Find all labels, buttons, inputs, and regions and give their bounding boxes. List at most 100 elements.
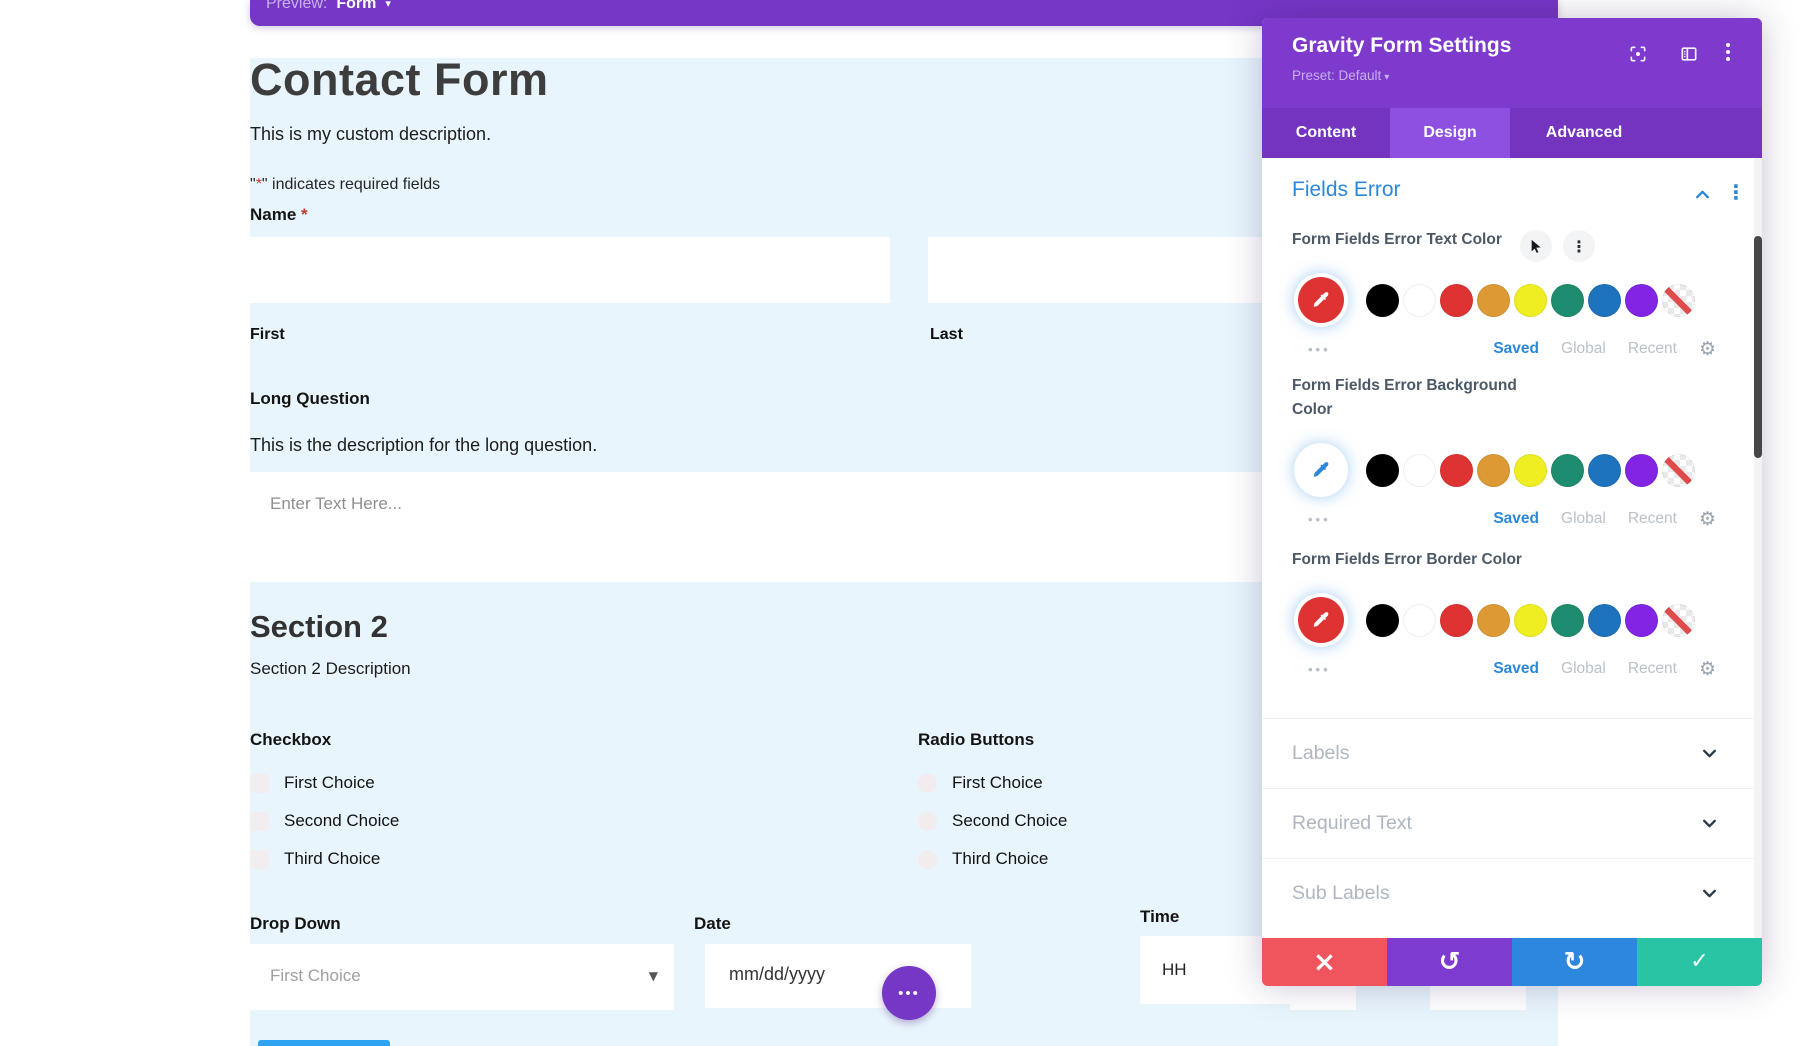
palette-swatch-dd9933[interactable]: [1477, 453, 1510, 487]
redo-button[interactable]: ↻: [1512, 938, 1637, 986]
palette-swatch-eeee22[interactable]: [1514, 283, 1547, 317]
gear-icon[interactable]: ⚙: [1698, 338, 1716, 360]
setting-label: Form Fields Error Border Color: [1292, 551, 1522, 568]
saved-colors-link[interactable]: Saved: [1493, 340, 1540, 357]
radio-input[interactable]: [918, 849, 937, 869]
color-picker-button[interactable]: [1298, 277, 1344, 323]
section-toggle-sub-labels[interactable]: Sub Labels: [1262, 858, 1762, 928]
recent-colors-link[interactable]: Recent: [1627, 510, 1677, 527]
palette-swatch-dd3333[interactable]: [1440, 453, 1473, 487]
error-background-color-group: Form Fields Error Background Color ••• S…: [1292, 374, 1732, 530]
gear-icon[interactable]: ⚙: [1698, 658, 1716, 680]
chevron-down-icon: ▼: [648, 969, 658, 983]
first-sublabel: First: [250, 326, 285, 343]
more-colors-button[interactable]: •••: [1308, 511, 1331, 527]
more-colors-button[interactable]: •••: [1308, 661, 1331, 677]
error-border-color-group: Form Fields Error Border Color ••• Saved…: [1292, 548, 1732, 680]
save-button[interactable]: ✓: [1637, 938, 1762, 986]
palette-swatch-ffffff[interactable]: [1403, 603, 1436, 637]
palette-swatch-dd3333[interactable]: [1440, 603, 1473, 637]
discard-button[interactable]: ×: [1262, 938, 1387, 986]
section-toggle-required-text[interactable]: Required Text: [1262, 788, 1762, 858]
preset-selector[interactable]: Preset: Default ▾: [1292, 68, 1390, 83]
palette-swatch-ffffff[interactable]: [1403, 453, 1436, 487]
kebab-menu-icon[interactable]: ⋮: [1726, 180, 1746, 204]
palette-swatch-1e73be[interactable]: [1588, 603, 1621, 637]
global-colors-link[interactable]: Global: [1561, 660, 1606, 677]
color-palette: [1366, 283, 1695, 317]
saved-colors-link[interactable]: Saved: [1493, 510, 1540, 527]
module-actions-button[interactable]: •••: [882, 966, 936, 1020]
palette-swatch-dd9933[interactable]: [1477, 283, 1510, 317]
kebab-menu-icon[interactable]: [1722, 43, 1734, 63]
radio-input[interactable]: [918, 773, 937, 793]
radio-options: First Choice Second Choice Third Choice: [918, 764, 1278, 878]
preview-mode-select[interactable]: Form: [336, 0, 377, 12]
color-picker-button[interactable]: [1298, 597, 1344, 643]
palette-swatch-ffffff[interactable]: [1403, 283, 1436, 317]
panel-layout-icon[interactable]: [1679, 44, 1699, 64]
fields-error-section-title[interactable]: Fields Error: [1292, 178, 1401, 201]
chevron-up-icon[interactable]: [1694, 186, 1711, 203]
radio-input[interactable]: [918, 811, 937, 831]
tab-advanced[interactable]: Advanced: [1545, 124, 1623, 141]
panel-header: Gravity Form Settings Preset: Default ▾: [1262, 18, 1762, 108]
palette-swatch-000000[interactable]: [1366, 603, 1399, 637]
first-name-input[interactable]: [250, 237, 890, 303]
form-title: Contact Form: [250, 54, 549, 105]
section-toggle-labels[interactable]: Labels: [1262, 718, 1762, 788]
palette-swatch-1e8c6e[interactable]: [1551, 283, 1584, 317]
panel-body: Fields Error ⋮ Form Fields Error Text Co…: [1262, 158, 1762, 938]
color-swatch-row: [1292, 592, 1732, 648]
form-description: This is my custom description.: [250, 124, 492, 144]
palette-swatch-transparent[interactable]: [1662, 283, 1695, 317]
scrollbar-thumb[interactable]: [1754, 236, 1762, 458]
palette-swatch-1e73be[interactable]: [1588, 283, 1621, 317]
checkbox-input[interactable]: [250, 811, 269, 831]
global-colors-link[interactable]: Global: [1561, 510, 1606, 527]
chevron-down-icon[interactable]: ▾: [385, 0, 391, 10]
recent-colors-link[interactable]: Recent: [1627, 340, 1677, 357]
palette-swatch-8224e3[interactable]: [1625, 283, 1658, 317]
undo-button[interactable]: ↺: [1387, 938, 1512, 986]
kebab-menu-icon[interactable]: ⋮: [1563, 230, 1595, 262]
radio-field-label: Radio Buttons: [918, 730, 1035, 749]
palette-swatch-8224e3[interactable]: [1625, 603, 1658, 637]
gear-icon[interactable]: ⚙: [1698, 508, 1716, 530]
palette-swatch-eeee22[interactable]: [1514, 603, 1547, 637]
focus-mode-icon[interactable]: [1628, 44, 1648, 64]
redo-icon: ↻: [1563, 947, 1586, 977]
checkbox-input[interactable]: [250, 849, 269, 869]
error-text-color-group: Form Fields Error Text Color ⋮ ••• Saved…: [1292, 228, 1732, 360]
checkbox-input[interactable]: [250, 773, 269, 793]
chevron-down-icon: [1701, 745, 1718, 762]
color-palette: [1366, 603, 1695, 637]
preview-label: Preview:: [266, 0, 328, 12]
palette-swatch-dd3333[interactable]: [1440, 283, 1473, 317]
palette-swatch-dd9933[interactable]: [1477, 603, 1510, 637]
dropdown-select[interactable]: First Choice ▼: [250, 944, 674, 1010]
tab-design[interactable]: Design: [1390, 108, 1510, 158]
palette-swatch-1e8c6e[interactable]: [1551, 453, 1584, 487]
palette-swatch-eeee22[interactable]: [1514, 453, 1547, 487]
scrollbar-track[interactable]: [1754, 158, 1762, 938]
recent-colors-link[interactable]: Recent: [1627, 660, 1677, 677]
palette-swatch-transparent[interactable]: [1662, 453, 1695, 487]
setting-label: Form Fields Error Background Color: [1292, 377, 1517, 418]
palette-swatch-000000[interactable]: [1366, 453, 1399, 487]
color-picker-button[interactable]: [1298, 447, 1344, 493]
palette-swatch-000000[interactable]: [1366, 283, 1399, 317]
submit-button-edge[interactable]: [258, 1040, 390, 1046]
saved-colors-link[interactable]: Saved: [1493, 660, 1540, 677]
palette-swatch-transparent[interactable]: [1662, 603, 1695, 637]
palette-swatch-8224e3[interactable]: [1625, 453, 1658, 487]
setting-label: Form Fields Error Text Color: [1292, 231, 1502, 248]
palette-swatch-1e8c6e[interactable]: [1551, 603, 1584, 637]
tab-content[interactable]: Content: [1295, 124, 1357, 141]
global-colors-link[interactable]: Global: [1561, 340, 1606, 357]
more-colors-button[interactable]: •••: [1308, 341, 1331, 357]
chevron-down-icon: [1701, 885, 1718, 902]
cursor-icon[interactable]: [1520, 230, 1552, 262]
checkbox-option: Third Choice: [250, 840, 610, 878]
palette-swatch-1e73be[interactable]: [1588, 453, 1621, 487]
